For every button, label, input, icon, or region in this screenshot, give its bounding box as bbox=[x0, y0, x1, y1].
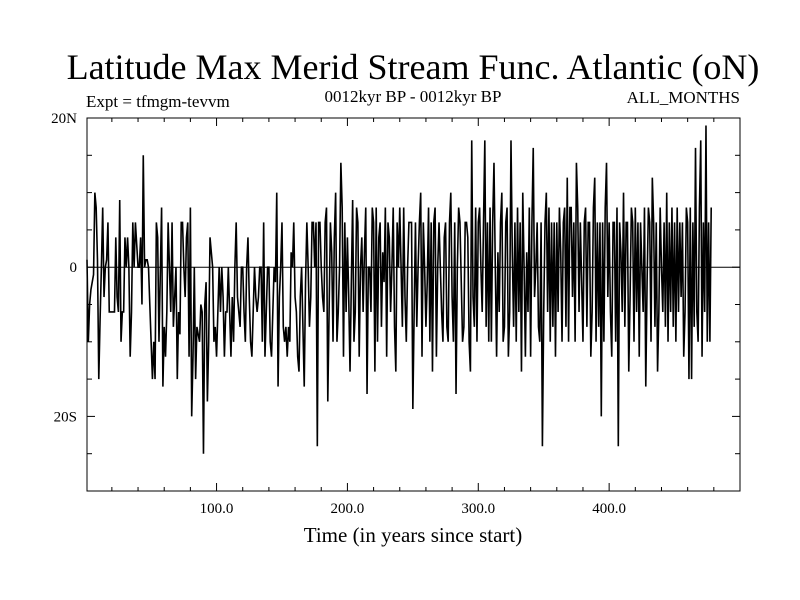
chart-title: Latitude Max Merid Stream Func. Atlantic… bbox=[67, 47, 760, 87]
y-tick-label: 20N bbox=[51, 111, 77, 127]
y-tick-label: 20S bbox=[54, 409, 77, 425]
subtitle-period: 0012kyr BP - 0012kyr BP bbox=[325, 87, 502, 106]
x-tick-label: 400.0 bbox=[592, 501, 626, 517]
subtitle-months: ALL_MONTHS bbox=[627, 88, 740, 107]
subtitle-expt: Expt = tfmgm-tevvm bbox=[86, 92, 230, 111]
y-tick-label: 0 bbox=[70, 260, 78, 276]
x-tick-label: 300.0 bbox=[461, 501, 495, 517]
series-line-0 bbox=[86, 125, 713, 454]
x-axis-label: Time (in years since start) bbox=[304, 523, 523, 547]
series-layer bbox=[86, 125, 713, 454]
x-tick-label: 100.0 bbox=[200, 501, 234, 517]
x-tick-label: 200.0 bbox=[331, 501, 365, 517]
